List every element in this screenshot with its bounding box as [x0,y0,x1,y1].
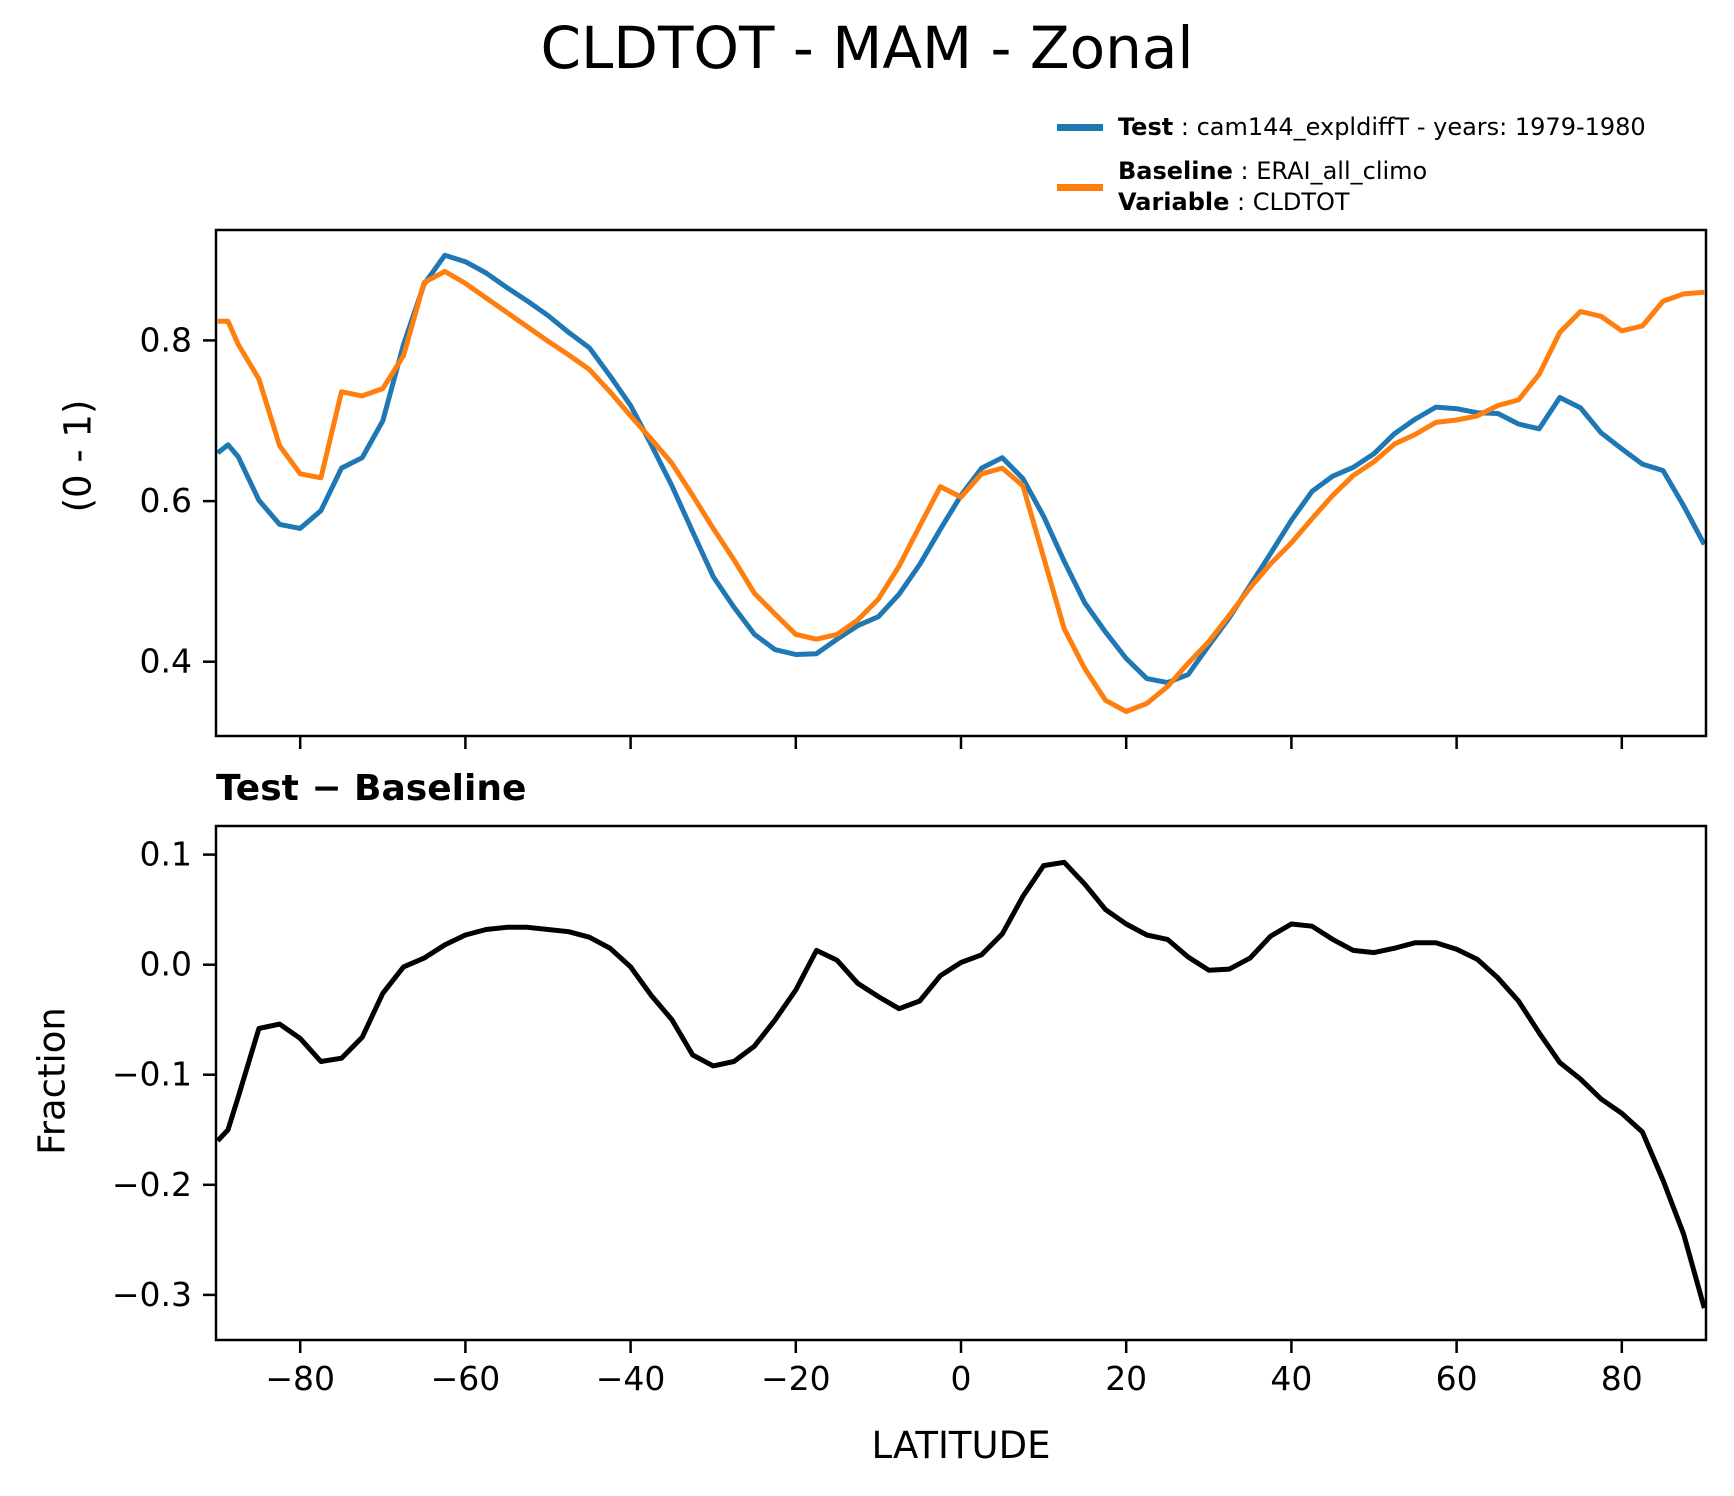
x-tick-label: 80 [1601,1359,1643,1398]
legend-item-baseline: Baseline : ERAI_all_climo Variable : CLD… [1057,156,1646,218]
baseline-line [217,268,1705,714]
test-line [216,252,1707,686]
zonal-mean-panel-xticks [298,736,1624,749]
y-tick-label: 0.0 [140,945,192,984]
x-tick-label: −80 [265,1359,335,1398]
x-tick-label: 40 [1270,1359,1312,1398]
top-plot: 0.8 0.6 0.4 [140,228,1708,749]
x-tick-label: 20 [1105,1359,1147,1398]
x-tick-label: −60 [431,1359,501,1398]
x-tick-label: −40 [596,1359,666,1398]
figure-title: CLDTOT - MAM - Zonal [540,14,1194,82]
difference-panel-xticks: −80 −60 −40 −20 0 20 40 60 80 [265,1340,1643,1398]
x-tick-label: −20 [761,1359,831,1398]
difference-panel-title: Test − Baseline [216,768,527,809]
y-tick-label: 0.6 [140,481,192,520]
x-axis-label: LATITUDE [871,1424,1051,1467]
zonal-mean-panel-yticks: 0.8 0.6 0.4 [140,320,216,681]
zonal-mean-panel-frame [214,228,1708,738]
top-plot-ylabel: (0 - 1) [56,399,100,513]
legend-variable-name: Variable [1118,188,1230,216]
legend-variable-row: Variable : CLDTOT [1118,187,1427,218]
bottom-plot-ylabel: Fraction [30,1007,74,1155]
legend-test-label: Test : cam144_expldiffT - years: 1979-19… [1118,112,1646,143]
legend-baseline-label: Baseline : ERAI_all_climo Variable : CLD… [1118,156,1427,218]
difference-panel-frame [214,824,1708,1342]
y-tick-label: 0.1 [140,835,192,874]
diff-line [215,859,1707,1309]
y-tick-label: −0.1 [112,1055,192,1094]
y-tick-label: −0.3 [112,1275,192,1314]
legend-baseline-row: Baseline : ERAI_all_climo [1118,156,1427,187]
difference-panel-yticks: 0.1 0.0 −0.1 −0.2 −0.3 [112,835,216,1314]
x-tick-label: 60 [1436,1359,1478,1398]
test-line-swatch [1057,124,1103,131]
bottom-plot: −80 −60 −40 −20 0 20 40 60 80 0.1 0.0 −0.1 −0.2 −0.3 [112,824,1708,1398]
legend-item-test: Test : cam144_expldiffT - years: 1979-19… [1057,112,1646,143]
y-tick-label: 0.8 [140,320,192,359]
y-tick-label: −0.2 [112,1165,192,1204]
legend-variable-desc: : CLDTOT [1229,188,1350,216]
legend-test-name: Test [1118,113,1174,141]
y-tick-label: 0.4 [140,642,192,681]
x-tick-label: 0 [951,1359,972,1398]
legend-baseline-name: Baseline [1118,157,1233,185]
legend: Test : cam144_expldiffT - years: 1979-19… [1057,112,1646,218]
baseline-line-swatch [1057,183,1103,191]
legend-baseline-desc: : ERAI_all_climo [1232,157,1428,185]
legend-test-desc: : cam144_expldiffT - years: 1979-1980 [1173,113,1646,141]
